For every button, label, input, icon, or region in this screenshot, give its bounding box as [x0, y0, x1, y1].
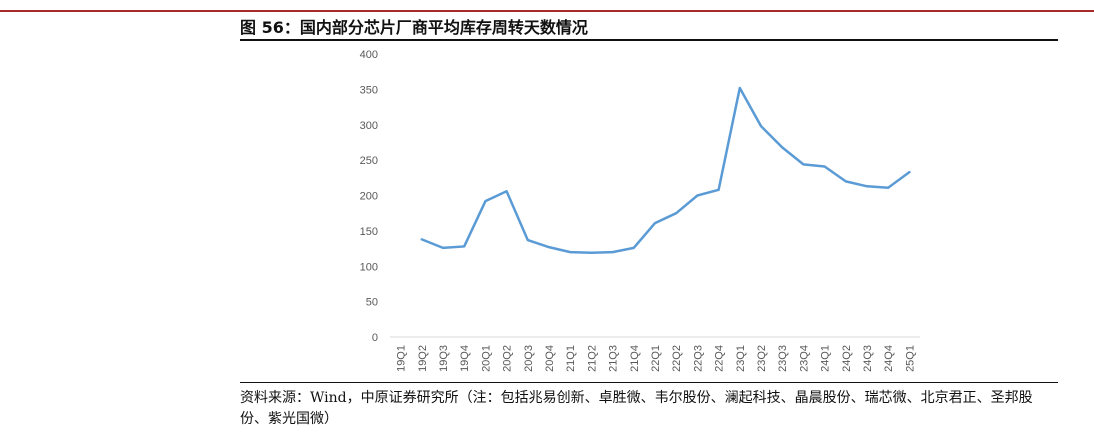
x-tick-label: 19Q2: [417, 345, 429, 372]
series-line: [420, 86, 911, 255]
x-tick-label: 21Q4: [629, 345, 641, 372]
x-tick-label: 21Q2: [586, 345, 598, 372]
x-tick-label: 20Q1: [480, 345, 492, 372]
x-tick-label: 22Q3: [692, 345, 704, 372]
y-tick-label: 0: [372, 332, 378, 344]
y-tick-label: 50: [366, 297, 378, 309]
x-tick-label: 19Q3: [438, 345, 450, 372]
x-tick-label: 23Q1: [735, 345, 747, 372]
y-tick-label: 100: [360, 261, 378, 273]
x-tick-label: 23Q2: [756, 345, 768, 372]
x-tick-label: 21Q1: [565, 345, 577, 372]
x-tick-label: 20Q3: [523, 345, 535, 372]
x-tick-label: 22Q4: [714, 345, 726, 372]
x-tick-label: 22Q2: [671, 345, 683, 372]
source-rule: [240, 382, 1058, 383]
x-tick-label: 22Q1: [650, 345, 662, 372]
x-tick-label: 24Q3: [862, 345, 874, 372]
source-note: 资料来源：Wind，中原证券研究所（注：包括兆易创新、卓胜微、韦尔股份、澜起科技…: [240, 390, 1033, 427]
figure-title: 图 56：国内部分芯片厂商平均库存周转天数情况: [240, 18, 588, 37]
x-tick-label: 24Q4: [883, 345, 895, 372]
y-tick-label: 300: [360, 120, 378, 132]
title-underline: [240, 39, 1058, 41]
y-tick-label: 200: [360, 191, 378, 203]
x-tick-label: 20Q2: [502, 345, 514, 372]
y-tick-label: 400: [360, 49, 378, 61]
y-tick-label: 150: [360, 226, 378, 238]
x-tick-label: 19Q4: [459, 345, 471, 372]
x-tick-label: 20Q4: [544, 345, 556, 372]
x-tick-label: 25Q1: [904, 345, 916, 372]
x-tick-label: 19Q1: [396, 345, 408, 372]
y-tick-label: 250: [360, 155, 378, 167]
x-tick-label: 24Q2: [841, 345, 853, 372]
x-tick-label: 21Q3: [608, 345, 620, 372]
x-tick-label: 24Q1: [820, 345, 832, 372]
y-tick-label: 350: [360, 84, 378, 96]
x-tick-label: 23Q3: [777, 345, 789, 372]
x-tick-label: 23Q4: [798, 345, 810, 372]
top-border-rule: [0, 10, 1094, 12]
